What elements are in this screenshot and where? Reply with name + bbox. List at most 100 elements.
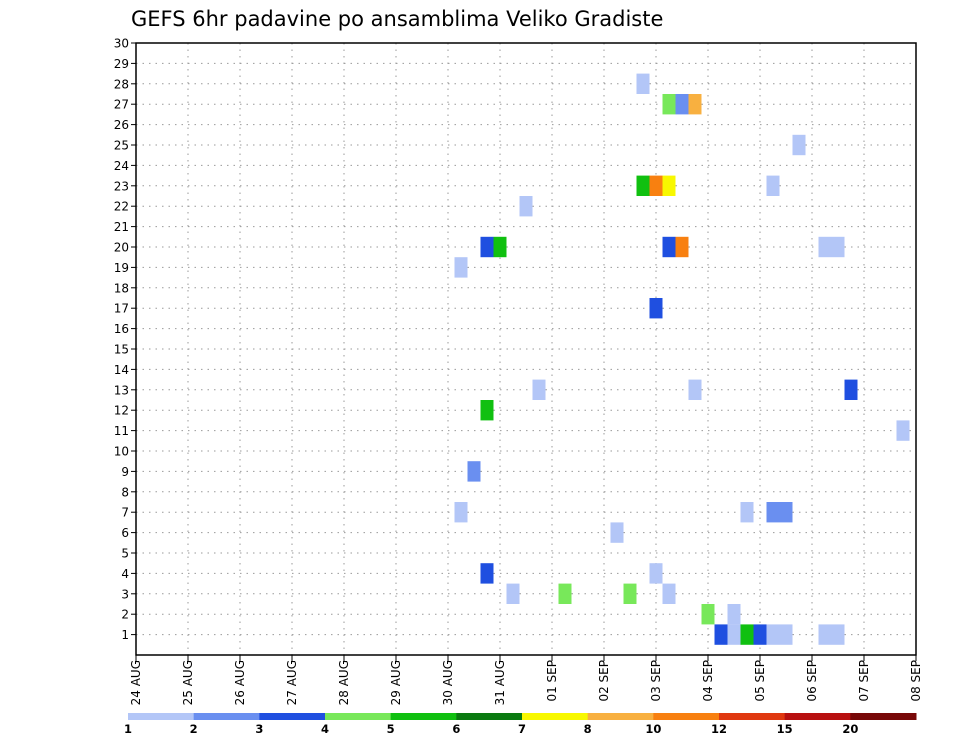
data-cell [610, 522, 624, 543]
legend-label: 7 [518, 722, 526, 736]
y-tick-label: 9 [121, 465, 129, 479]
data-cell [649, 175, 663, 196]
data-cell [493, 236, 507, 258]
data-cell [831, 236, 845, 258]
data-cell [480, 563, 494, 584]
x-axis: 24 AUG 25 AUG 26 AUG 27 AUG 28 AUG 29 AUG 30 A… [129, 655, 923, 705]
legend-color-swatch [522, 713, 589, 720]
data-cell [636, 73, 650, 94]
chart-title: GEFS 6hr padavine po ansamblima Veliko G… [131, 7, 663, 31]
x-tick-label: 05 SEP [753, 660, 767, 702]
legend-label: 8 [584, 722, 592, 736]
grid [136, 43, 916, 655]
y-tick-label: 14 [114, 363, 129, 377]
legend-color-swatch [456, 713, 523, 720]
y-tick-label: 21 [114, 220, 129, 234]
y-tick-label: 4 [121, 567, 129, 581]
x-tick-label: 25 AUG [181, 660, 195, 705]
y-tick-label: 11 [114, 424, 129, 438]
legend-label: 4 [321, 722, 329, 736]
legend-color-swatch [850, 713, 917, 720]
y-tick-label: 13 [114, 383, 129, 397]
y-tick-label: 24 [114, 159, 129, 173]
y-tick-label: 26 [114, 118, 129, 132]
legend-label: 6 [452, 722, 460, 736]
legend-label: 15 [777, 722, 793, 736]
x-tick-label: 26 AUG [233, 660, 247, 705]
data-cell [714, 624, 728, 645]
data-cell [623, 583, 637, 604]
x-tick-label: 24 AUG [129, 660, 143, 705]
data-cell [896, 420, 910, 441]
data-cell [688, 94, 702, 115]
data-cell [844, 379, 858, 400]
data-cell [792, 134, 806, 156]
data-cell [558, 583, 572, 604]
data-cell [779, 502, 793, 523]
data-cell [818, 624, 832, 645]
x-tick-label: 29 AUG [389, 660, 403, 705]
y-tick-label: 7 [121, 506, 129, 520]
data-cell [766, 502, 780, 523]
y-tick-label: 25 [114, 139, 129, 153]
legend-color-swatch [128, 713, 195, 720]
y-tick-label: 8 [121, 485, 129, 499]
x-tick-label: 07 SEP [857, 660, 871, 702]
legend-label: 2 [190, 722, 198, 736]
legend-color-swatch [784, 713, 851, 720]
y-tick-label: 27 [114, 98, 129, 112]
y-axis: 1234567891011121314151617181920212223242… [114, 37, 136, 642]
y-tick-label: 15 [114, 343, 129, 357]
data-cell [649, 563, 663, 584]
data-cell [740, 624, 754, 645]
y-tick-label: 30 [114, 37, 129, 51]
x-tick-label: 08 SEP [909, 660, 923, 702]
legend-color-swatch [719, 713, 786, 720]
y-tick-label: 16 [114, 322, 129, 336]
y-tick-label: 22 [114, 200, 129, 214]
data-cell [649, 298, 663, 319]
data-cells [454, 73, 910, 645]
legend-color-swatch [259, 713, 326, 720]
data-cell [818, 236, 832, 258]
legend-label: 1 [124, 722, 132, 736]
legend-label: 12 [711, 722, 727, 736]
x-tick-label: 06 SEP [805, 660, 819, 702]
y-tick-label: 6 [121, 526, 129, 540]
y-tick-label: 19 [114, 261, 129, 275]
data-cell [766, 624, 780, 645]
data-cell [675, 94, 689, 115]
data-cell [519, 196, 533, 217]
y-tick-label: 10 [114, 445, 129, 459]
legend-color-swatch [193, 713, 260, 720]
x-tick-label: 01 SEP [545, 660, 559, 702]
data-cell [662, 583, 676, 604]
y-tick-label: 12 [114, 404, 129, 418]
data-cell [727, 604, 741, 625]
data-cell [662, 94, 676, 115]
x-tick-label: 31 AUG [493, 660, 507, 705]
data-cell [480, 400, 494, 421]
y-tick-label: 29 [114, 57, 129, 71]
data-cell [480, 236, 494, 258]
color-legend: 1 2 3 4 5 6 7 8 10 12 15 20 [124, 713, 917, 736]
data-cell [753, 624, 767, 645]
y-tick-label: 17 [114, 302, 129, 316]
legend-label: 3 [255, 722, 263, 736]
data-cell [532, 379, 546, 400]
y-tick-label: 5 [121, 547, 129, 561]
y-tick-label: 18 [114, 281, 129, 295]
data-cell [454, 257, 468, 278]
x-tick-label: 03 SEP [649, 660, 663, 702]
data-cell [688, 379, 702, 400]
legend-label: 10 [645, 722, 661, 736]
data-cell [454, 502, 468, 523]
data-cell [766, 175, 780, 196]
data-cell [727, 624, 741, 645]
legend-color-swatch [587, 713, 654, 720]
x-tick-label: 30 AUG [441, 660, 455, 705]
legend-color-swatch [390, 713, 457, 720]
data-cell [701, 604, 715, 625]
data-cell [740, 502, 754, 523]
